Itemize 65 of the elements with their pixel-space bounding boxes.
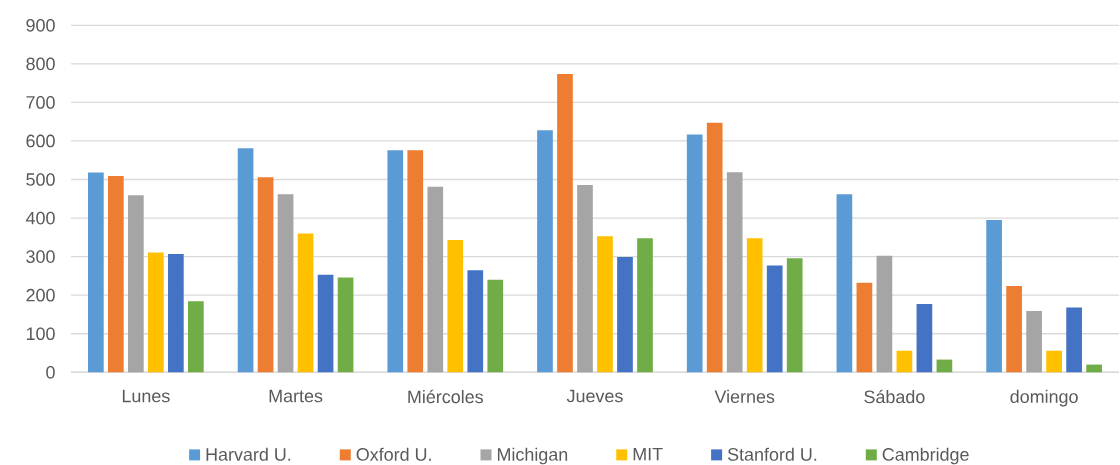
bar xyxy=(1046,350,1062,373)
legend-label: MIT xyxy=(633,447,663,461)
y-tick-label: 200 xyxy=(26,288,55,302)
bar xyxy=(1006,285,1022,373)
y-tick-label: 0 xyxy=(46,365,55,379)
bar xyxy=(1066,307,1082,373)
bar xyxy=(836,194,853,373)
bar xyxy=(876,255,893,373)
x-tick-label: Viernes xyxy=(714,389,775,403)
bar xyxy=(297,233,314,373)
x-tick-label: Martes xyxy=(269,389,323,403)
x-tick-label: Sábado xyxy=(864,389,925,404)
bar xyxy=(447,240,464,373)
bar xyxy=(856,282,873,373)
bar xyxy=(786,258,803,373)
bar xyxy=(188,301,204,373)
bar xyxy=(766,265,783,373)
bar xyxy=(637,238,653,373)
bar xyxy=(936,359,953,373)
y-tick-label: 700 xyxy=(26,96,55,109)
y-tick-label: 800 xyxy=(26,57,55,71)
bar xyxy=(686,134,703,373)
bar xyxy=(746,238,763,373)
y-tick-label: 400 xyxy=(25,211,55,225)
bar xyxy=(257,177,274,373)
bar xyxy=(726,172,743,373)
bar xyxy=(467,270,484,373)
y-tick-label: 600 xyxy=(26,134,55,148)
bar xyxy=(896,350,913,373)
bar xyxy=(277,194,294,373)
bar xyxy=(387,150,404,373)
y-tick-label: 900 xyxy=(26,18,55,32)
bar xyxy=(487,279,504,373)
bar xyxy=(148,252,164,373)
bar xyxy=(986,220,1002,373)
legend-label: Stanford U. xyxy=(727,447,817,461)
bar xyxy=(237,148,254,373)
bar xyxy=(1026,311,1042,373)
bar xyxy=(577,184,593,373)
legend-label: Cambridge xyxy=(882,447,969,465)
x-tick-label: Jueves xyxy=(566,389,623,403)
x-tick-label: Lunes xyxy=(122,389,170,403)
legend-label: Michigan xyxy=(497,447,568,465)
y-tick-label: 300 xyxy=(26,250,55,263)
x-tick-label: domingo xyxy=(1010,389,1078,407)
bar xyxy=(317,274,334,373)
bar xyxy=(916,304,933,373)
bar xyxy=(407,150,424,373)
bar xyxy=(128,195,144,373)
bar xyxy=(168,253,184,373)
bar xyxy=(617,257,633,373)
x-tick-label: Miércoles xyxy=(408,389,483,404)
bar xyxy=(557,73,573,373)
bar xyxy=(706,122,723,373)
bar xyxy=(337,277,354,373)
y-tick-label: 100 xyxy=(26,327,55,341)
legend-label: Harvard U. xyxy=(206,447,291,461)
bar xyxy=(537,130,553,373)
bar xyxy=(88,172,104,373)
bar xyxy=(597,236,613,373)
bar xyxy=(427,186,444,373)
legend-label: Oxford U. xyxy=(356,447,431,461)
bar xyxy=(108,176,124,373)
y-tick-label: 500 xyxy=(26,173,55,186)
bar xyxy=(1086,364,1102,373)
